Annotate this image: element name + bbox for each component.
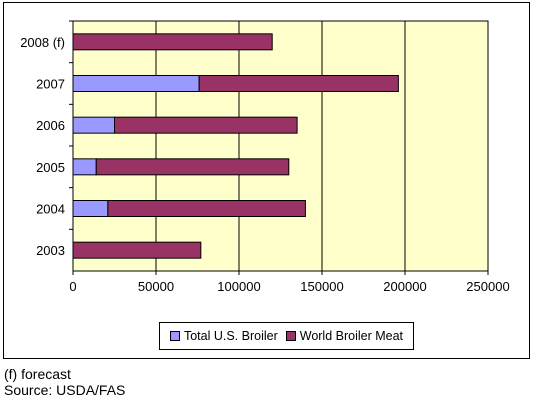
x-tick-label: 200000 bbox=[383, 279, 426, 294]
y-axis-ticks: 2003 2004 2005 2006 2007 2008 (f) bbox=[20, 20, 73, 258]
bar-world-broiler bbox=[107, 200, 306, 217]
x-tick-label: 150000 bbox=[300, 279, 343, 294]
legend-label-us: Total U.S. Broiler bbox=[183, 329, 278, 343]
source-note: Source: USDA/FAS bbox=[4, 382, 126, 398]
bar-world-broiler bbox=[114, 116, 298, 134]
x-tick-label: 0 bbox=[69, 279, 76, 294]
footnote-forecast: (f) forecast bbox=[4, 366, 71, 382]
legend-item-us: Total U.S. Broiler bbox=[169, 329, 278, 343]
legend-swatch-world bbox=[285, 331, 296, 341]
y-tick-label: 2003 bbox=[36, 243, 65, 258]
x-axis-ticks: 0 50000 100000 150000 200000 250000 bbox=[69, 271, 510, 294]
bar-world-broiler bbox=[72, 241, 202, 259]
bar-world-broiler bbox=[198, 75, 399, 92]
bar-us-broiler bbox=[72, 116, 115, 134]
gridlines bbox=[155, 21, 406, 271]
bar-us-broiler bbox=[72, 158, 97, 176]
x-tick-label: 50000 bbox=[138, 279, 174, 294]
y-tick-label: 2006 bbox=[36, 118, 65, 133]
y-tick-label: 2004 bbox=[36, 202, 65, 217]
bar-us-broiler bbox=[72, 75, 200, 92]
bar-world-broiler bbox=[95, 158, 290, 176]
legend: Total U.S. Broiler World Broiler Meat bbox=[159, 322, 414, 350]
y-tick-label: 2007 bbox=[36, 77, 65, 92]
bar-world-broiler bbox=[72, 33, 273, 51]
bar-us-broiler bbox=[72, 200, 109, 217]
legend-swatch-us bbox=[169, 331, 180, 341]
y-tick-label: 2008 (f) bbox=[20, 35, 65, 50]
legend-label-world: World Broiler Meat bbox=[299, 329, 404, 343]
y-tick-label: 2005 bbox=[36, 160, 65, 175]
x-tick-label: 250000 bbox=[466, 279, 509, 294]
plot-area bbox=[72, 20, 489, 272]
bars bbox=[72, 33, 399, 259]
legend-item-world: World Broiler Meat bbox=[285, 329, 404, 343]
x-tick-label: 100000 bbox=[217, 279, 260, 294]
